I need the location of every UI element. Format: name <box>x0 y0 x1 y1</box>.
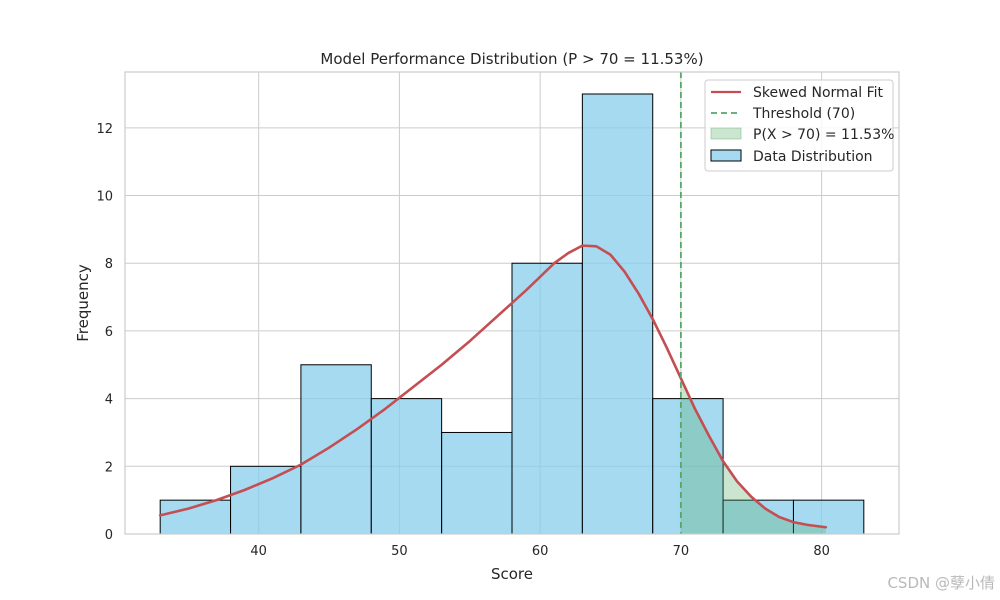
x-axis-label: Score <box>491 565 533 583</box>
y-axis-label: Frequency <box>74 264 92 342</box>
legend-shade-swatch <box>710 127 742 140</box>
x-tick-label: 80 <box>813 544 830 559</box>
histogram-bar <box>230 465 302 535</box>
legend: Skewed Normal Fit Threshold (70) P(X > 7… <box>704 79 894 172</box>
y-tick-label: 2 <box>105 460 113 475</box>
y-tick-label: 6 <box>105 325 113 340</box>
chart-title: Model Performance Distribution (P > 70 =… <box>320 50 703 68</box>
tick-labels: 40 50 60 70 80 0 2 4 6 8 10 12 <box>96 122 829 559</box>
x-tick-label: 70 <box>673 544 690 559</box>
x-tick-label: 40 <box>250 544 267 559</box>
legend-box <box>704 79 894 172</box>
tail-shaded-area <box>680 378 826 534</box>
legend-item-shade: P(X > 70) = 11.53% <box>753 127 894 143</box>
histogram-bar <box>370 398 443 535</box>
histogram-bar <box>511 262 583 535</box>
y-tick-label: 8 <box>105 257 113 272</box>
legend-item-threshold: Threshold (70) <box>752 106 855 122</box>
watermark: CSDN @孽小倩 <box>887 574 995 592</box>
y-tick-label: 10 <box>96 190 113 205</box>
x-tick-label: 50 <box>391 544 408 559</box>
legend-item-fit: Skewed Normal Fit <box>753 85 884 101</box>
x-tick-label: 60 <box>532 544 549 559</box>
y-tick-label: 12 <box>96 122 113 137</box>
y-tick-label: 0 <box>105 528 113 543</box>
plot-frame <box>124 71 900 535</box>
fit-curve-layer <box>158 244 828 529</box>
y-tick-label: 4 <box>105 393 113 408</box>
legend-item-bars: Data Distribution <box>753 149 873 165</box>
legend-bar-swatch <box>710 149 742 162</box>
histogram-bar <box>792 499 865 535</box>
fit-curve <box>158 244 828 529</box>
histogram-bar <box>300 364 372 535</box>
histogram-bar <box>581 93 654 535</box>
histogram-bar <box>441 431 513 535</box>
histogram-bar <box>652 398 724 535</box>
histogram-bars <box>159 93 865 535</box>
shaded-tail-area <box>680 378 826 534</box>
